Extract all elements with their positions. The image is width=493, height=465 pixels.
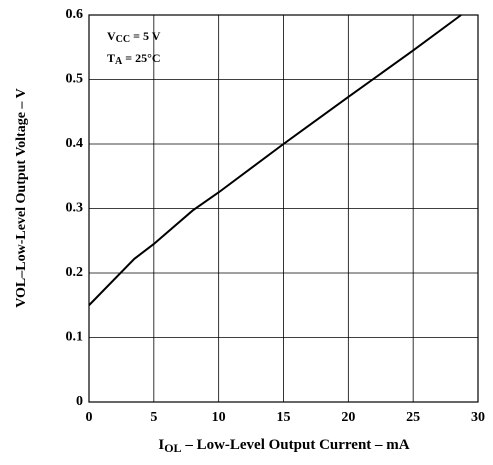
y-tick-label: 0.1 — [66, 330, 84, 345]
symbol: V — [107, 29, 116, 43]
plot-frame — [88, 14, 479, 403]
x-tick-label: 20 — [341, 410, 355, 425]
data-line — [88, 14, 462, 306]
x-tick-label: 15 — [277, 410, 291, 425]
y-tick-label: 0.2 — [66, 265, 84, 280]
x-axis-label: IOL – Low-Level Output Current – mA — [158, 437, 409, 454]
label-text: = 25°C — [122, 51, 160, 65]
subscript: CC — [116, 34, 130, 45]
label: TA = 25°C — [107, 51, 161, 68]
symbol: I — [158, 437, 164, 453]
y-axis-label: VOL–Low-Level Output Voltage – V — [14, 88, 29, 308]
label-text: = 5 V — [130, 29, 161, 43]
x-tick-label: 10 — [212, 410, 226, 425]
label: VCC = 5 V — [107, 29, 161, 46]
y-tick-label: 0.3 — [66, 201, 84, 216]
label-text: – Low-Level Output Current – mA — [182, 437, 410, 453]
symbol: T — [107, 51, 115, 65]
x-tick-label: 5 — [150, 410, 157, 425]
x-tick-label: 0 — [86, 410, 93, 425]
y-tick-label: 0.5 — [66, 72, 84, 87]
y-tick-label: 0.4 — [66, 136, 84, 151]
x-tick-label: 25 — [406, 410, 420, 425]
y-tick-label: 0.6 — [66, 7, 84, 22]
subscript: OL — [164, 441, 181, 455]
y-tick-label: 0 — [76, 394, 83, 409]
x-tick-label: 30 — [471, 410, 485, 425]
subscript: A — [115, 56, 123, 67]
